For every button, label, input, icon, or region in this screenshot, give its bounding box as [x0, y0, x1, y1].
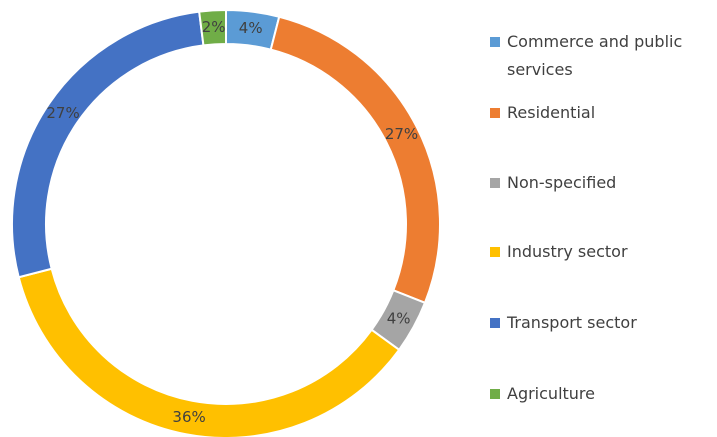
legend-label: Non-specified: [507, 173, 617, 192]
donut-segment: [11, 10, 205, 279]
legend-label: Industry sector: [507, 242, 628, 261]
data-label: 2%: [202, 18, 226, 36]
legend-label: Agriculture: [507, 384, 595, 403]
data-label: 36%: [172, 408, 205, 426]
data-label: 4%: [387, 309, 411, 327]
legend-item: Non-specified: [490, 169, 715, 197]
donut-segment: [269, 15, 441, 305]
data-label: 27%: [385, 125, 418, 143]
legend-swatch: [490, 318, 500, 328]
data-label: 27%: [46, 104, 79, 122]
legend-item: Industry sector: [490, 238, 715, 266]
donut-segment: [17, 267, 401, 437]
legend-swatch: [490, 37, 500, 47]
legend-label: Transport sector: [507, 313, 637, 332]
legend-item: Transport sector: [490, 309, 715, 337]
legend-label: Commerce and public services: [507, 32, 683, 79]
legend-swatch: [490, 247, 500, 257]
legend-swatch: [490, 178, 500, 188]
data-label: 4%: [239, 19, 263, 37]
legend-item: Agriculture: [490, 380, 715, 408]
donut-segment: [198, 8, 227, 47]
legend-label: Residential: [507, 103, 596, 122]
legend-item: Residential: [490, 99, 715, 127]
legend-swatch: [490, 108, 500, 118]
legend-item: Commerce and public services: [490, 28, 715, 84]
legend-swatch: [490, 389, 500, 399]
